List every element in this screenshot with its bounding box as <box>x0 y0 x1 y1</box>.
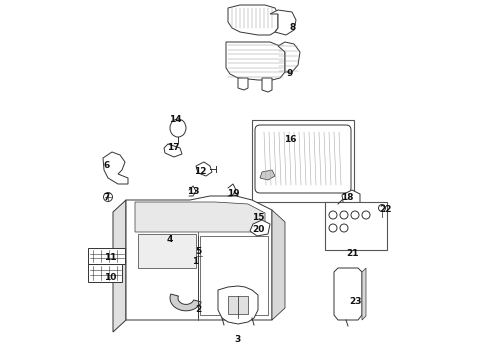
Text: 3: 3 <box>234 336 240 345</box>
Polygon shape <box>88 248 125 264</box>
Bar <box>325 202 387 250</box>
Text: 10: 10 <box>104 274 116 283</box>
Polygon shape <box>196 162 212 176</box>
Polygon shape <box>260 170 275 180</box>
Polygon shape <box>250 220 270 236</box>
Text: 4: 4 <box>167 235 173 244</box>
Text: 14: 14 <box>169 116 181 125</box>
Polygon shape <box>113 200 126 332</box>
Polygon shape <box>126 196 272 320</box>
Text: 23: 23 <box>349 297 361 306</box>
Polygon shape <box>272 210 285 320</box>
Circle shape <box>103 193 113 202</box>
Polygon shape <box>238 78 248 90</box>
FancyBboxPatch shape <box>255 125 351 193</box>
Polygon shape <box>164 144 182 157</box>
Circle shape <box>378 204 386 211</box>
Polygon shape <box>362 268 366 320</box>
Polygon shape <box>262 78 272 92</box>
Polygon shape <box>334 268 362 320</box>
Text: 2: 2 <box>195 306 201 315</box>
Polygon shape <box>170 294 201 311</box>
Text: 21: 21 <box>346 248 358 257</box>
Text: 7: 7 <box>104 193 110 202</box>
Text: 17: 17 <box>167 144 179 153</box>
Polygon shape <box>228 5 278 35</box>
Circle shape <box>329 211 337 219</box>
Text: 5: 5 <box>195 248 201 256</box>
Circle shape <box>329 224 337 232</box>
Circle shape <box>351 211 359 219</box>
Text: 15: 15 <box>252 213 264 222</box>
Polygon shape <box>228 296 248 314</box>
Text: 13: 13 <box>187 188 199 197</box>
Polygon shape <box>226 42 285 80</box>
Text: 12: 12 <box>194 167 206 176</box>
Bar <box>252 120 354 202</box>
Circle shape <box>362 211 370 219</box>
Text: 16: 16 <box>284 135 296 144</box>
Text: 19: 19 <box>227 189 239 198</box>
Text: 8: 8 <box>290 23 296 32</box>
Text: 18: 18 <box>341 193 353 202</box>
Polygon shape <box>103 152 128 184</box>
Text: 11: 11 <box>104 252 116 261</box>
Polygon shape <box>270 10 296 35</box>
Text: 1: 1 <box>192 257 198 266</box>
Circle shape <box>340 211 348 219</box>
Polygon shape <box>135 202 265 232</box>
Text: 20: 20 <box>252 225 264 234</box>
Polygon shape <box>138 234 196 268</box>
Text: 22: 22 <box>379 206 391 215</box>
Polygon shape <box>342 190 360 210</box>
Ellipse shape <box>170 119 186 137</box>
Polygon shape <box>88 264 122 282</box>
Polygon shape <box>278 42 300 72</box>
Polygon shape <box>218 286 258 324</box>
Polygon shape <box>200 236 268 315</box>
Text: 6: 6 <box>104 161 110 170</box>
Text: 9: 9 <box>287 68 293 77</box>
Circle shape <box>340 224 348 232</box>
